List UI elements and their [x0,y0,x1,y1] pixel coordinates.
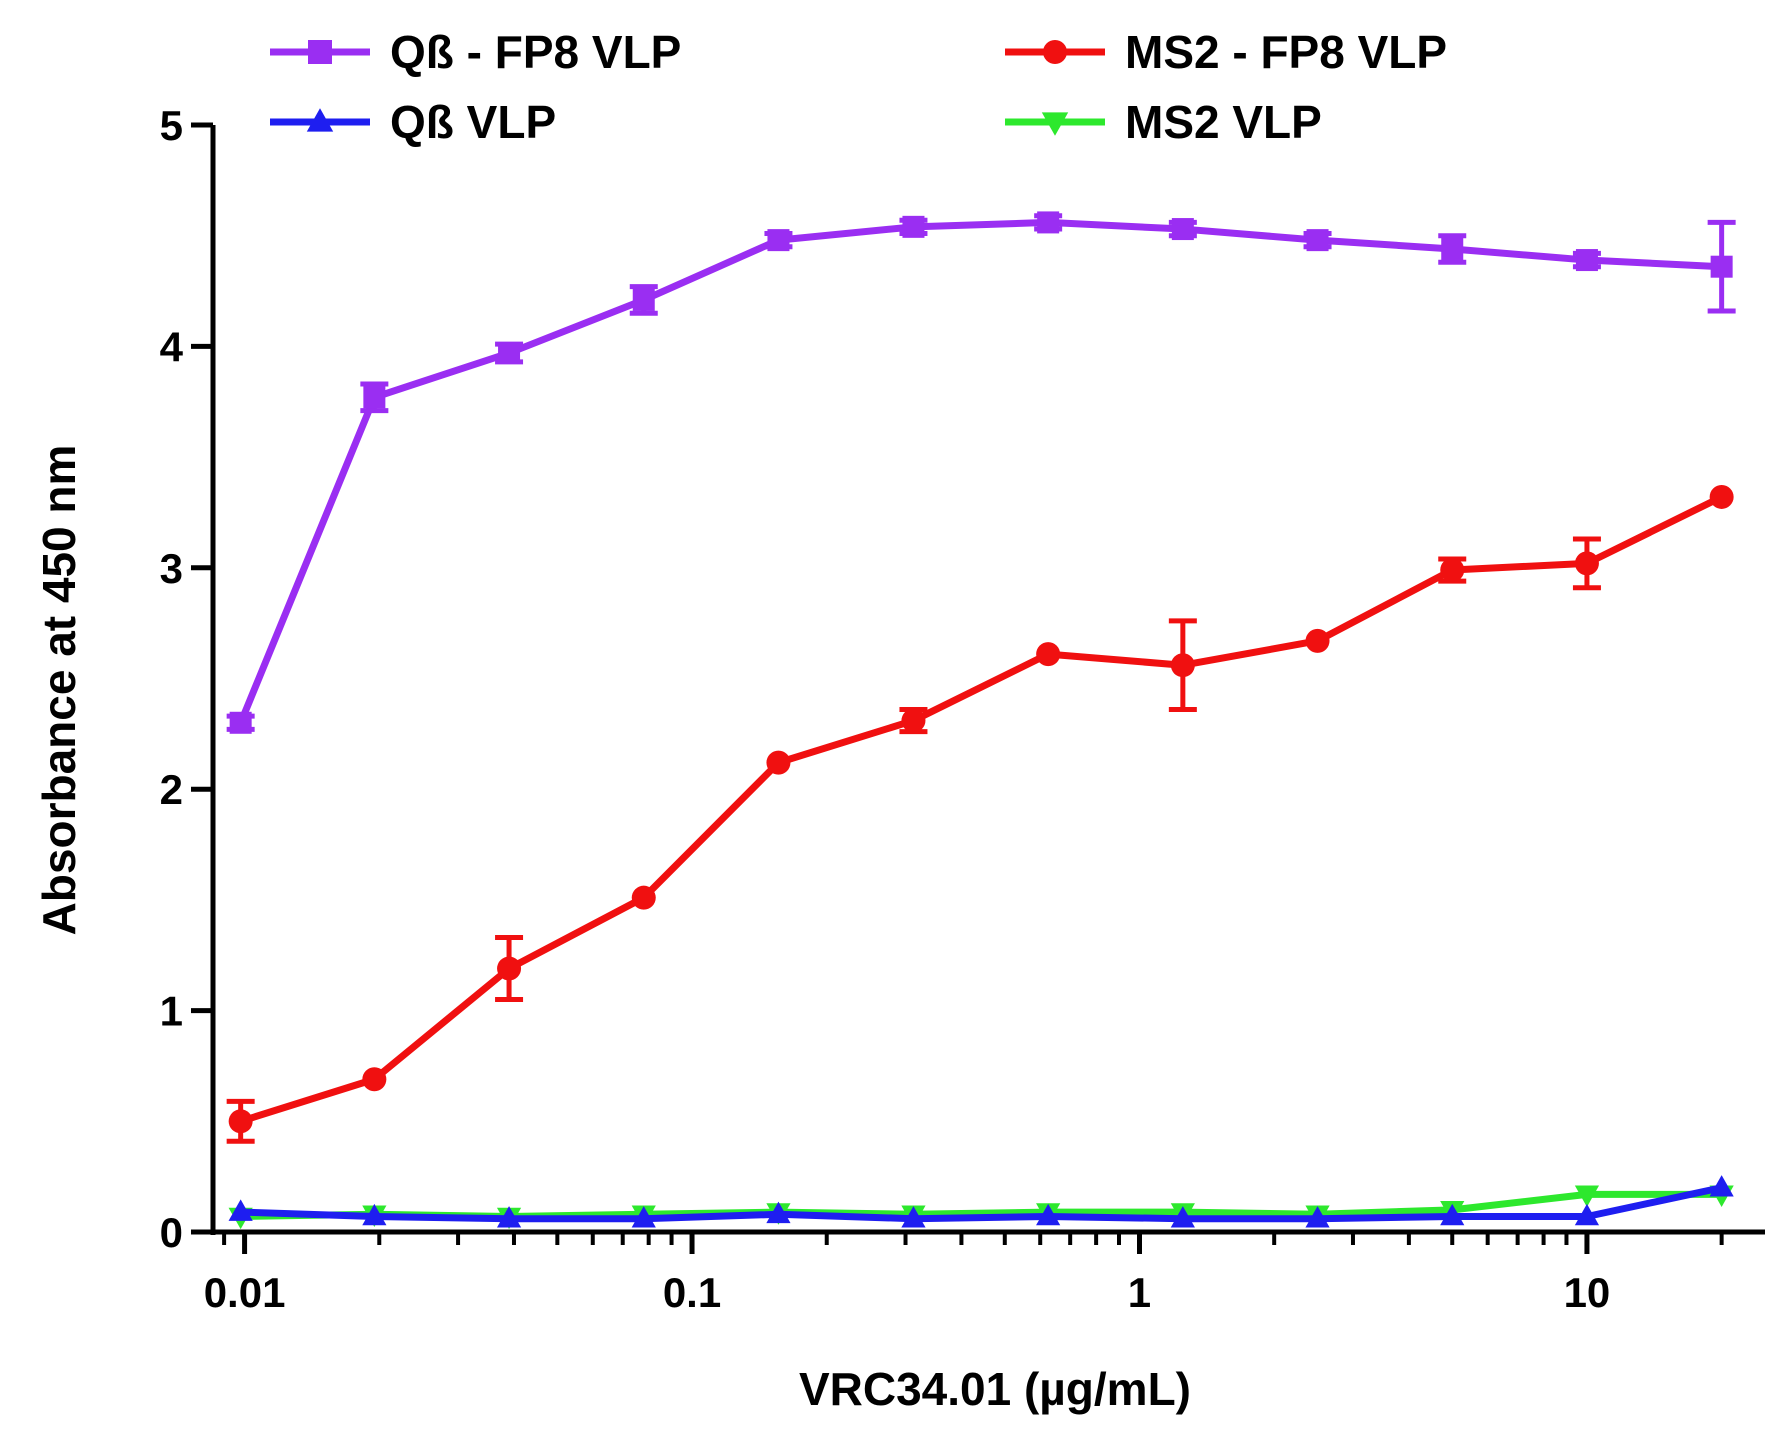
y-tick-label: 1 [160,988,183,1035]
data-point-square [498,342,521,365]
series-line [240,1184,1723,1223]
data-point-triangle-down [1041,112,1069,136]
x-tick-label: 0.01 [204,1269,286,1316]
y-tick-label: 5 [160,102,183,149]
data-point-circle [1305,628,1330,653]
y-axis-title: Absorbance at 450 nm [33,445,85,936]
series-line [239,493,1724,1125]
data-point-square [363,386,386,409]
data-point-circle [631,885,656,910]
data-point-circle [1170,653,1195,678]
x-axis-title: VRC34.01 (µg/mL) [799,1363,1191,1415]
data-point-square [1171,218,1194,241]
data-point-triangle-up [1305,1206,1330,1228]
y-tick-label: 4 [160,323,184,370]
data-point-circle [228,1109,253,1134]
legend-marker [270,40,370,64]
data-point-square [1710,255,1733,278]
data-point-triangle-up [766,1201,791,1224]
legend: Qß - FP8 VLP MS2 - FP8 VLP Qß VLP MS2 VL… [270,26,1447,148]
data-point-square [1575,249,1598,272]
data-point-triangle-up [306,108,334,132]
data-point-triangle-up [901,1206,926,1228]
data-point-square [308,40,332,64]
data-point-triangle-up [1440,1203,1465,1226]
data-point-square [632,288,655,311]
legend-entry-qb: Qß VLP [270,96,556,148]
legend-label: Qß VLP [390,96,556,148]
y-tick-label: 2 [160,766,183,813]
legend-entry-ms2-fp8: MS2 - FP8 VLP [1005,26,1447,78]
data-point-triangle-up [362,1203,387,1226]
legend-label: Qß - FP8 VLP [390,26,681,78]
x-tick-label: 0.1 [663,1269,721,1316]
data-point-square [1037,211,1060,234]
data-point-square [1306,229,1329,252]
x-tick-label: 10 [1564,1269,1611,1316]
legend-entry-qb-fp8: Qß - FP8 VLP [270,26,681,78]
series-ms2-fp8-vlp [226,484,1734,1144]
y-tick-label: 3 [160,545,183,592]
data-point-circle [1043,40,1067,64]
data-point-triangle-up [228,1199,253,1221]
data-point-triangle-up [496,1206,522,1228]
data-point-square [229,711,252,734]
data-point-triangle-up [1170,1206,1195,1228]
data-point-circle [1440,558,1465,583]
legend-label: MS2 - FP8 VLP [1125,26,1447,78]
data-point-triangle-up [1036,1203,1061,1226]
data-point-circle [362,1067,387,1092]
data-point-square [767,229,790,252]
legend-label: MS2 VLP [1125,96,1322,148]
axes: 0 1 2 3 4 5 0.01 0.1 1 10 [160,102,1765,1316]
data-point-circle [497,956,522,981]
plot-area [226,211,1736,1230]
data-point-triangle-down [1574,1185,1600,1208]
legend-marker [1005,112,1105,136]
data-point-circle [766,750,791,775]
data-point-circle [1709,484,1734,509]
y-tick-label: 0 [160,1209,183,1256]
series-q-fp8-vlp [226,211,1736,734]
legend-entry-ms2: MS2 VLP [1005,96,1322,148]
data-point-circle [1036,642,1061,667]
series-line [237,218,1722,725]
data-point-triangle-up [631,1206,656,1228]
legend-marker [1005,40,1105,64]
data-point-square [902,215,925,238]
series-q-vlp [228,1175,1734,1228]
series-ms2-vlp [228,1185,1734,1230]
x-tick-label: 1 [1128,1269,1151,1316]
data-point-triangle-up [1574,1203,1600,1226]
legend-marker [270,108,370,132]
data-point-triangle-up [1709,1175,1734,1197]
data-point-circle [901,708,926,733]
data-point-circle [1574,551,1599,576]
data-point-square [1441,237,1464,260]
